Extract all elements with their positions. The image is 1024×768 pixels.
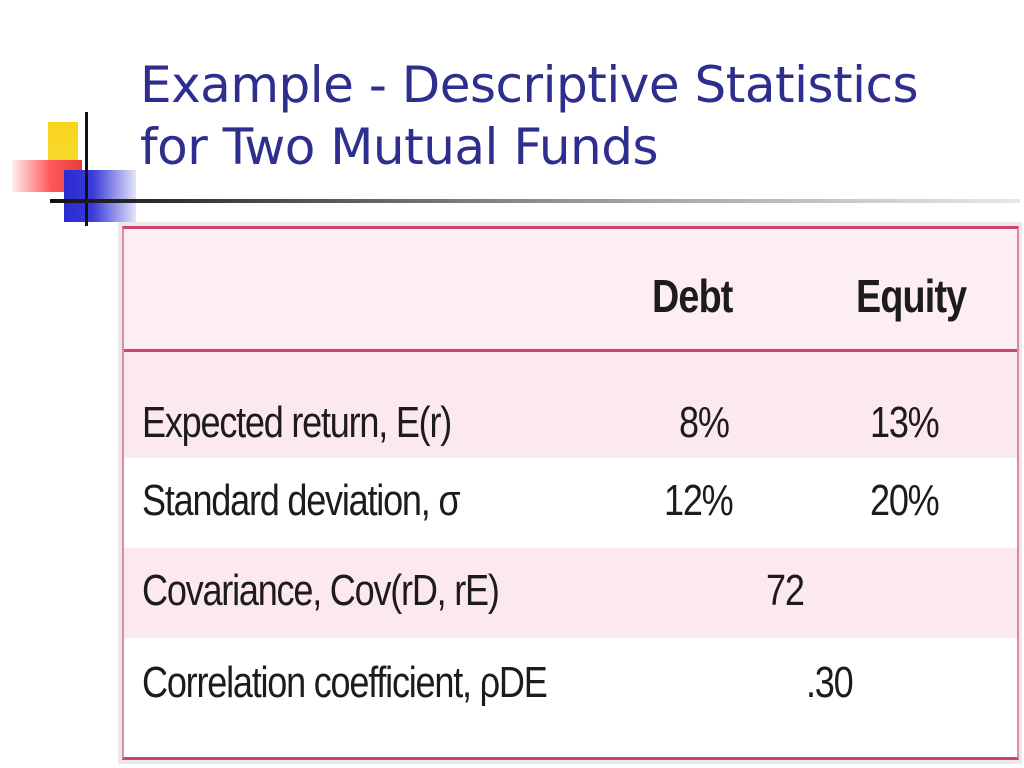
- debt-expected-return: 8%: [679, 398, 730, 447]
- title-underline-rule: [50, 199, 1020, 203]
- row-label-covariance: Covariance, Cov(rD, rE): [142, 566, 500, 615]
- title-ornament-blue-square: [64, 170, 136, 222]
- statistics-table: Debt Equity Expected return, E(r) 8% 13%…: [122, 226, 1019, 760]
- statistics-table-panel: Debt Equity Expected return, E(r) 8% 13%…: [118, 222, 1022, 764]
- covariance-value: 72: [766, 566, 805, 615]
- table-row: Correlation coefficient, ρDE .30: [124, 638, 1017, 757]
- row-label-correlation: Correlation coefficient, ρDE: [142, 658, 548, 707]
- row-label-standard-deviation: Standard deviation, σ: [142, 476, 461, 525]
- slide-title-line-2: for Two Mutual Funds: [140, 118, 659, 176]
- equity-expected-return: 13%: [870, 398, 940, 447]
- row-label-expected-return: Expected return, E(r): [142, 398, 452, 447]
- title-ornament-vertical-line: [85, 112, 88, 226]
- slide-title: Example - Descriptive Statistics for Two…: [140, 54, 919, 178]
- table-row: Covariance, Cov(rD, rE) 72: [124, 548, 1017, 638]
- debt-standard-deviation: 12%: [664, 476, 734, 525]
- correlation-value: .30: [806, 658, 854, 707]
- equity-standard-deviation: 20%: [870, 476, 940, 525]
- table-row: Standard deviation, σ 12% 20%: [124, 458, 1017, 548]
- table-header-row: Debt Equity: [124, 229, 1017, 352]
- column-header-debt: Debt: [652, 270, 733, 322]
- slide-title-line-1: Example - Descriptive Statistics: [140, 56, 919, 114]
- column-header-equity: Equity: [856, 270, 967, 322]
- table-row: Expected return, E(r) 8% 13%: [124, 352, 1017, 458]
